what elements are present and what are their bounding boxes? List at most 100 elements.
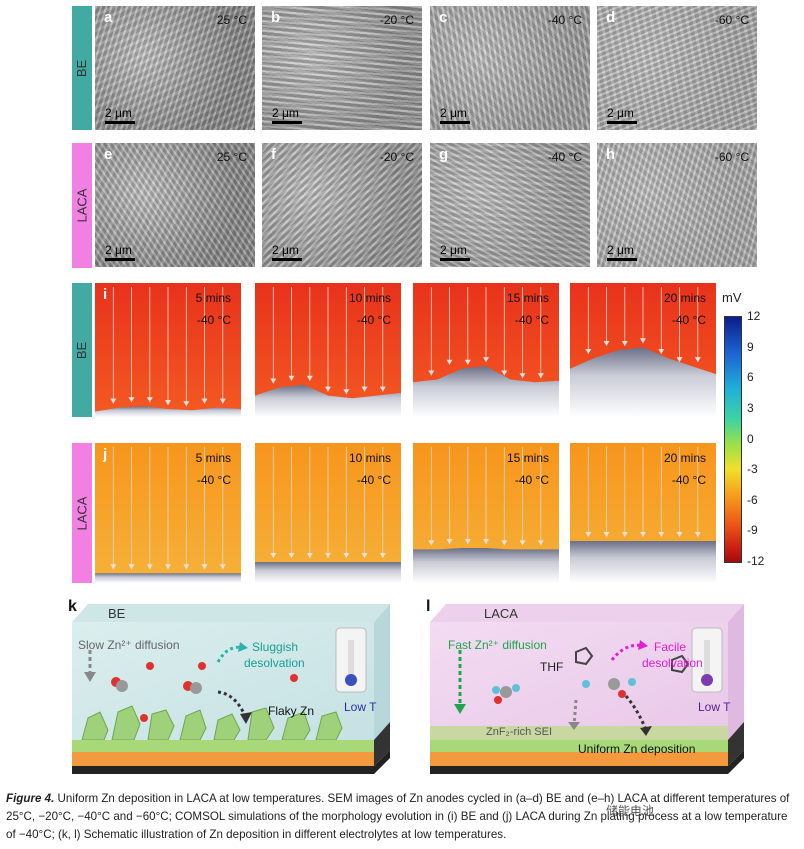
schematic-l-product: Uniform Zn deposition <box>578 742 696 756</box>
panel-time: 15 mins <box>506 291 549 305</box>
panel-temperature: -60 °C <box>714 150 749 164</box>
comsol-panel-laca-3: 15 mins -40 °C <box>413 443 559 583</box>
comsol-panel-be-1: i 5 mins -40 °C <box>95 283 241 417</box>
schematic-l: l LACA Fast Zn²⁺ diffusion THF Facile de… <box>426 598 746 780</box>
scale-bar <box>272 121 302 124</box>
comsol-panel-laca-2: 10 mins -40 °C <box>255 443 401 583</box>
schematic-k: k BE Slow Zn²⁺ diffusion Sluggish desolv… <box>68 598 392 780</box>
schematic-l-desolv-2: desolvation <box>642 656 703 670</box>
panel-letter: b <box>271 9 281 26</box>
figure-caption: Figure 4. Uniform Zn deposition in LACA … <box>6 790 798 844</box>
panel-letter: g <box>439 146 449 163</box>
potential-field <box>570 443 716 583</box>
schematic-k-title: BE <box>108 606 126 621</box>
panel-letter: i <box>103 286 108 303</box>
potential-field <box>413 283 559 417</box>
sem-panel-b: b -20 °C 2 μm <box>262 6 422 130</box>
panel-time: 15 mins <box>506 451 549 465</box>
panel-letter: a <box>104 9 113 26</box>
panel-letter: e <box>104 146 113 163</box>
panel-temperature: -20 °C <box>379 150 414 164</box>
row-label-be-sim: BE <box>72 283 92 417</box>
colorbar-tick: 6 <box>747 370 754 385</box>
schematic-l-sei: ZnF₂-rich SEI <box>486 726 552 738</box>
potential-field <box>95 443 241 583</box>
panel-letter: f <box>271 146 276 163</box>
figure-number: Figure 4. <box>6 792 55 805</box>
row-label-be-sem: BE <box>72 6 92 130</box>
scale-label: 2 μm <box>272 243 299 257</box>
schematic-k-desolv-2: desolvation <box>244 656 305 670</box>
schematic-l-solvent: THF <box>540 660 564 674</box>
panel-time: 5 mins <box>195 291 231 305</box>
panel-temperature: -40 °C <box>671 473 706 487</box>
schematic-l-desolv-1: Facile <box>654 640 687 654</box>
sem-panel-e: e 25 °C 2 μm <box>95 143 255 267</box>
comsol-panel-be-2: 10 mins -40 °C <box>255 283 401 417</box>
comsol-panel-laca-1: j 5 mins -40 °C <box>95 443 241 583</box>
scale-label: 2 μm <box>440 106 467 120</box>
scale-bar <box>440 121 470 124</box>
panel-temperature: -40 °C <box>356 313 391 327</box>
potential-field <box>95 283 241 417</box>
sem-panel-d: d -60 °C 2 μm <box>597 6 757 130</box>
panel-letter: c <box>439 9 448 26</box>
colorbar-tick: -9 <box>747 523 758 538</box>
colorbar-tick: -12 <box>747 554 765 568</box>
comsol-panel-be-3: 15 mins -40 °C <box>413 283 559 417</box>
comsol-panel-be-4: 20 mins -40 °C <box>570 283 716 417</box>
panel-temperature: -40 °C <box>514 473 549 487</box>
potential-field <box>413 443 559 583</box>
panel-time: 20 mins <box>663 291 706 305</box>
scale-bar <box>607 121 637 124</box>
panel-temperature: -40 °C <box>356 473 391 487</box>
panel-time: 10 mins <box>348 451 391 465</box>
panel-time: 10 mins <box>348 291 391 305</box>
caption-text: Uniform Zn deposition in LACA at low tem… <box>6 792 790 841</box>
panel-temperature: -40 °C <box>196 313 231 327</box>
schematic-l-letter: l <box>426 598 431 615</box>
panel-letter: j <box>103 446 108 463</box>
schematic-l-drawing <box>430 604 744 774</box>
colorbar <box>724 316 742 563</box>
row-label-laca-sim: LACA <box>72 443 92 583</box>
panel-temperature: -40 °C <box>514 313 549 327</box>
schematic-k-desolv-1: Sluggish <box>252 640 299 654</box>
schematic-k-temp: Low T <box>344 700 377 714</box>
scale-label: 2 μm <box>105 243 132 257</box>
scale-label: 2 μm <box>272 106 299 120</box>
schematic-k-diffusion: Slow Zn²⁺ diffusion <box>78 638 180 652</box>
scale-bar <box>105 258 135 261</box>
scale-label: 2 μm <box>607 243 634 257</box>
schematic-k-drawing <box>72 604 390 774</box>
sem-panel-a: a 25 °C 2 μm <box>95 6 255 130</box>
colorbar-tick: -3 <box>747 462 758 477</box>
sem-panel-c: c -40 °C 2 μm <box>430 6 590 130</box>
colorbar-tick: -6 <box>747 492 758 507</box>
panel-temperature: -20 °C <box>379 13 414 27</box>
colorbar-tick: 0 <box>747 431 754 446</box>
schematic-l-diffusion: Fast Zn²⁺ diffusion <box>448 638 547 652</box>
panel-time: 5 mins <box>195 451 231 465</box>
panel-temperature: -40 °C <box>671 313 706 327</box>
scale-label: 2 μm <box>440 243 467 257</box>
scale-label: 2 μm <box>607 106 634 120</box>
panel-temperature: -40 °C <box>547 13 582 27</box>
watermark: 储能电池 <box>606 804 655 818</box>
colorbar-tick: 9 <box>747 339 754 354</box>
schematic-l-title: LACA <box>484 606 518 621</box>
scale-bar <box>105 121 135 124</box>
colorbar-unit: mV <box>722 290 742 305</box>
panel-temperature: -40 °C <box>547 150 582 164</box>
sem-panel-g: g -40 °C 2 μm <box>430 143 590 267</box>
panel-letter: h <box>606 146 616 163</box>
panel-temperature: 25 °C <box>216 13 247 27</box>
comsol-panel-laca-4: 20 mins -40 °C <box>570 443 716 583</box>
potential-field <box>570 283 716 417</box>
panel-temperature: -40 °C <box>196 473 231 487</box>
panel-letter: d <box>606 9 616 26</box>
scale-bar <box>272 258 302 261</box>
potential-field <box>255 443 401 583</box>
colorbar-tick: 12 <box>747 309 761 323</box>
scale-label: 2 μm <box>105 106 132 120</box>
